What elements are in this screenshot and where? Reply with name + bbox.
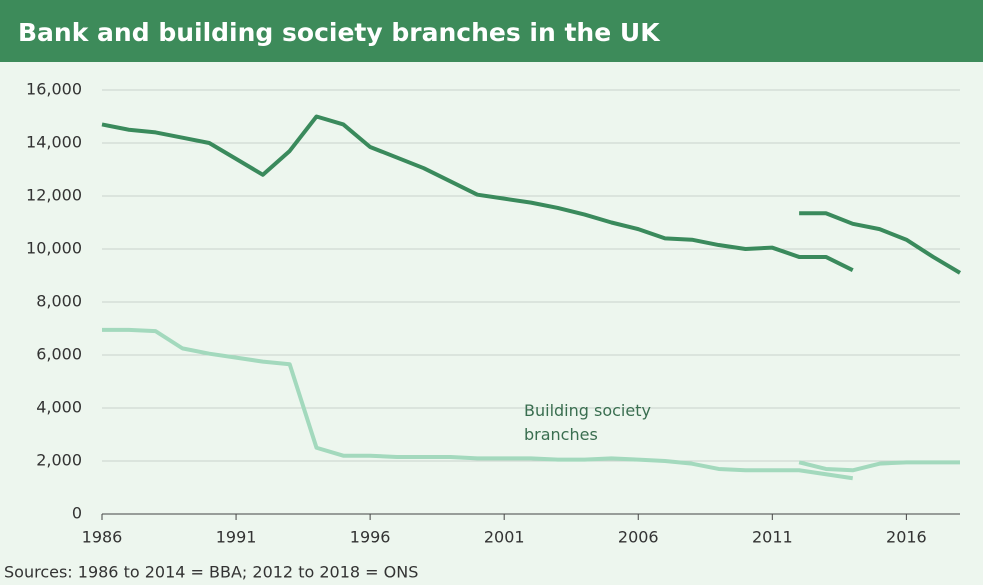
y-tick-label: 8,000 bbox=[36, 292, 82, 311]
y-tick-label: 0 bbox=[72, 504, 82, 523]
y-tick-label: 16,000 bbox=[26, 80, 82, 99]
x-tick-label: 2011 bbox=[752, 528, 793, 547]
source: Sources: 1986 to 2014 = BBA; 2012 to 201… bbox=[4, 563, 418, 582]
series-line bbox=[798, 460, 960, 473]
series-line bbox=[102, 327, 854, 481]
y-tick-label: 14,000 bbox=[26, 133, 82, 152]
x-tick-label: 2001 bbox=[484, 528, 525, 547]
x-tick-label: 2016 bbox=[886, 528, 927, 547]
y-tick-label: 2,000 bbox=[36, 451, 82, 470]
x-tick-label: 1996 bbox=[350, 528, 391, 547]
x-tick-label: 1991 bbox=[216, 528, 257, 547]
y-tick-label: 4,000 bbox=[36, 398, 82, 417]
y-tick-label: 6,000 bbox=[36, 345, 82, 364]
chart-title: Bank and building society branches in th… bbox=[18, 18, 661, 47]
x-tick-label: 1986 bbox=[82, 528, 123, 547]
series-line bbox=[101, 114, 854, 272]
series-annotation: Building society branches bbox=[524, 401, 651, 444]
x-tick-label: 2006 bbox=[618, 528, 659, 547]
title-bar bbox=[0, 0, 983, 62]
y-tick-label: 12,000 bbox=[26, 186, 82, 205]
y-tick-label: 10,000 bbox=[26, 239, 82, 258]
series-line bbox=[799, 211, 962, 275]
